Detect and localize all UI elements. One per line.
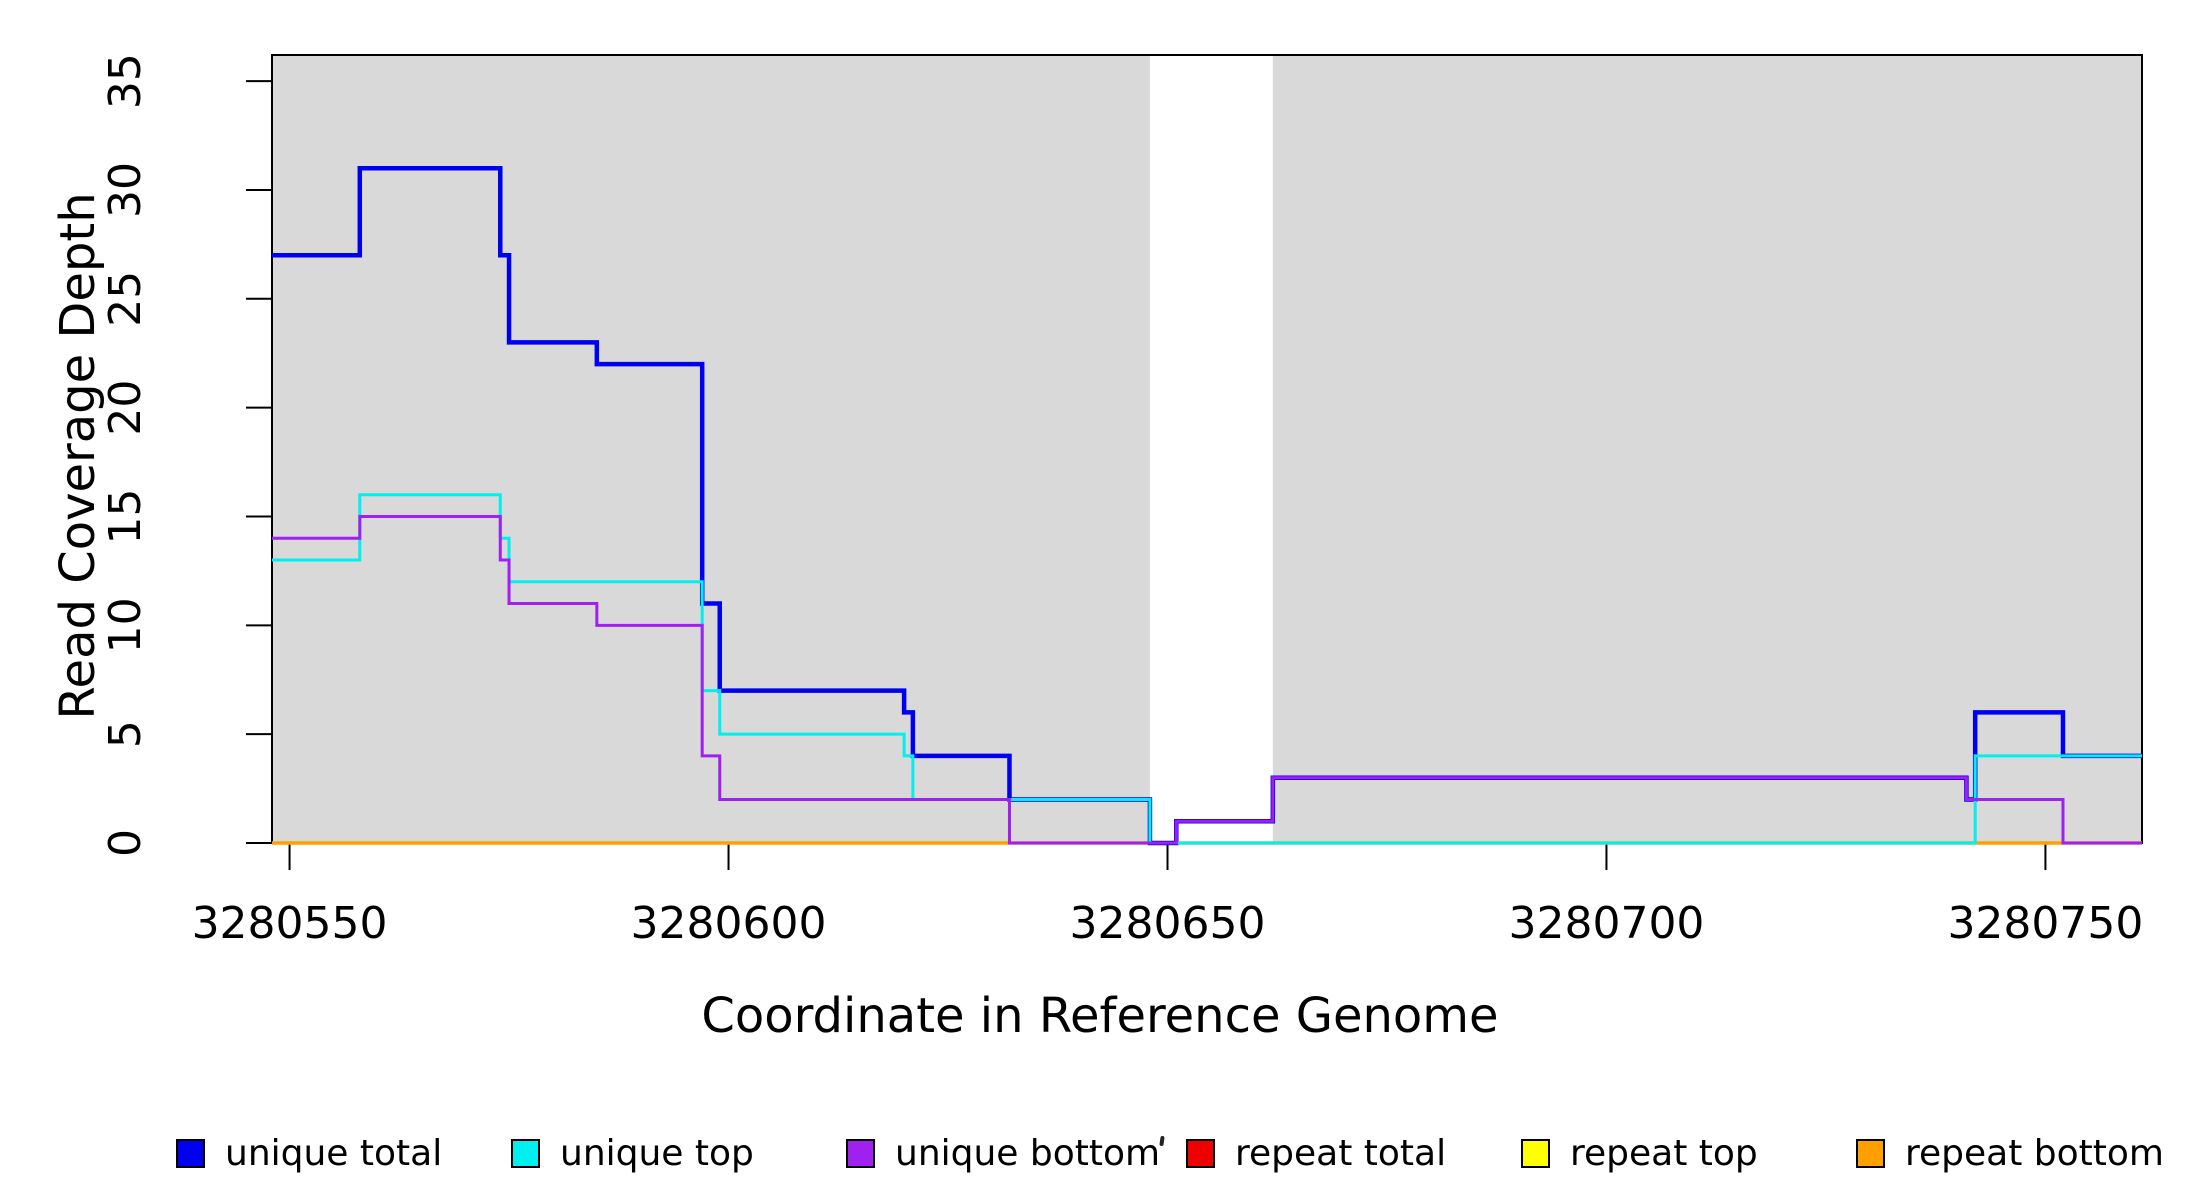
legend-label-repeat-top: repeat top (1570, 1132, 1758, 1174)
legend-entry-unique-total: unique total (176, 1132, 443, 1174)
x-tick-label: 3280650 (1070, 898, 1266, 949)
x-tick-label: 3280550 (192, 898, 388, 949)
legend-swatch-unique-top (511, 1138, 540, 1168)
x-tick-label: 3280700 (1508, 898, 1704, 949)
series-line-unique-bottom (272, 514, 2142, 845)
y-tick-label: 10 (100, 597, 151, 653)
legend-label-unique-bottom: unique bottom (895, 1132, 1161, 1174)
x-tick-label: 3280750 (1947, 898, 2143, 949)
legend-entry-unique-top: unique top (511, 1132, 754, 1174)
shaded-region (1272, 55, 2142, 843)
legend-entry-repeat-total: repeat total (1186, 1132, 1447, 1174)
legend-entry-repeat-bottom: repeat bottom (1856, 1132, 2164, 1174)
y-tick-label: 15 (100, 488, 151, 544)
y-tick-label: 5 (100, 720, 151, 748)
legend-swatch-repeat-top (1521, 1138, 1550, 1168)
y-tick-label: 0 (100, 829, 151, 857)
legend-entry-unique-bottom: unique bottom (846, 1132, 1161, 1174)
x-tick-label: 3280600 (631, 898, 827, 949)
y-axis-title: Read Coverage Depth (50, 192, 106, 720)
legend-label-unique-top: unique top (560, 1132, 754, 1174)
legend-swatch-unique-total (176, 1138, 205, 1168)
y-tick-label: 25 (100, 271, 151, 327)
legend-swatch-unique-bottom (846, 1138, 875, 1168)
legend-entry-repeat-top: repeat top (1521, 1132, 1758, 1174)
legend-label-unique-total: unique total (225, 1132, 443, 1174)
legend-swatch-repeat-bottom (1856, 1138, 1885, 1168)
legend-swatch-repeat-total (1186, 1138, 1215, 1168)
y-tick-label: 20 (100, 380, 151, 436)
shaded-region (272, 55, 1150, 843)
x-axis-title: Coordinate in Reference Genome (701, 988, 1499, 1044)
legend-label-repeat-total: repeat total (1235, 1132, 1447, 1174)
legend-label-repeat-bottom: repeat bottom (1905, 1132, 2164, 1174)
y-tick-label: 35 (100, 53, 151, 109)
y-tick-label: 30 (100, 162, 151, 218)
